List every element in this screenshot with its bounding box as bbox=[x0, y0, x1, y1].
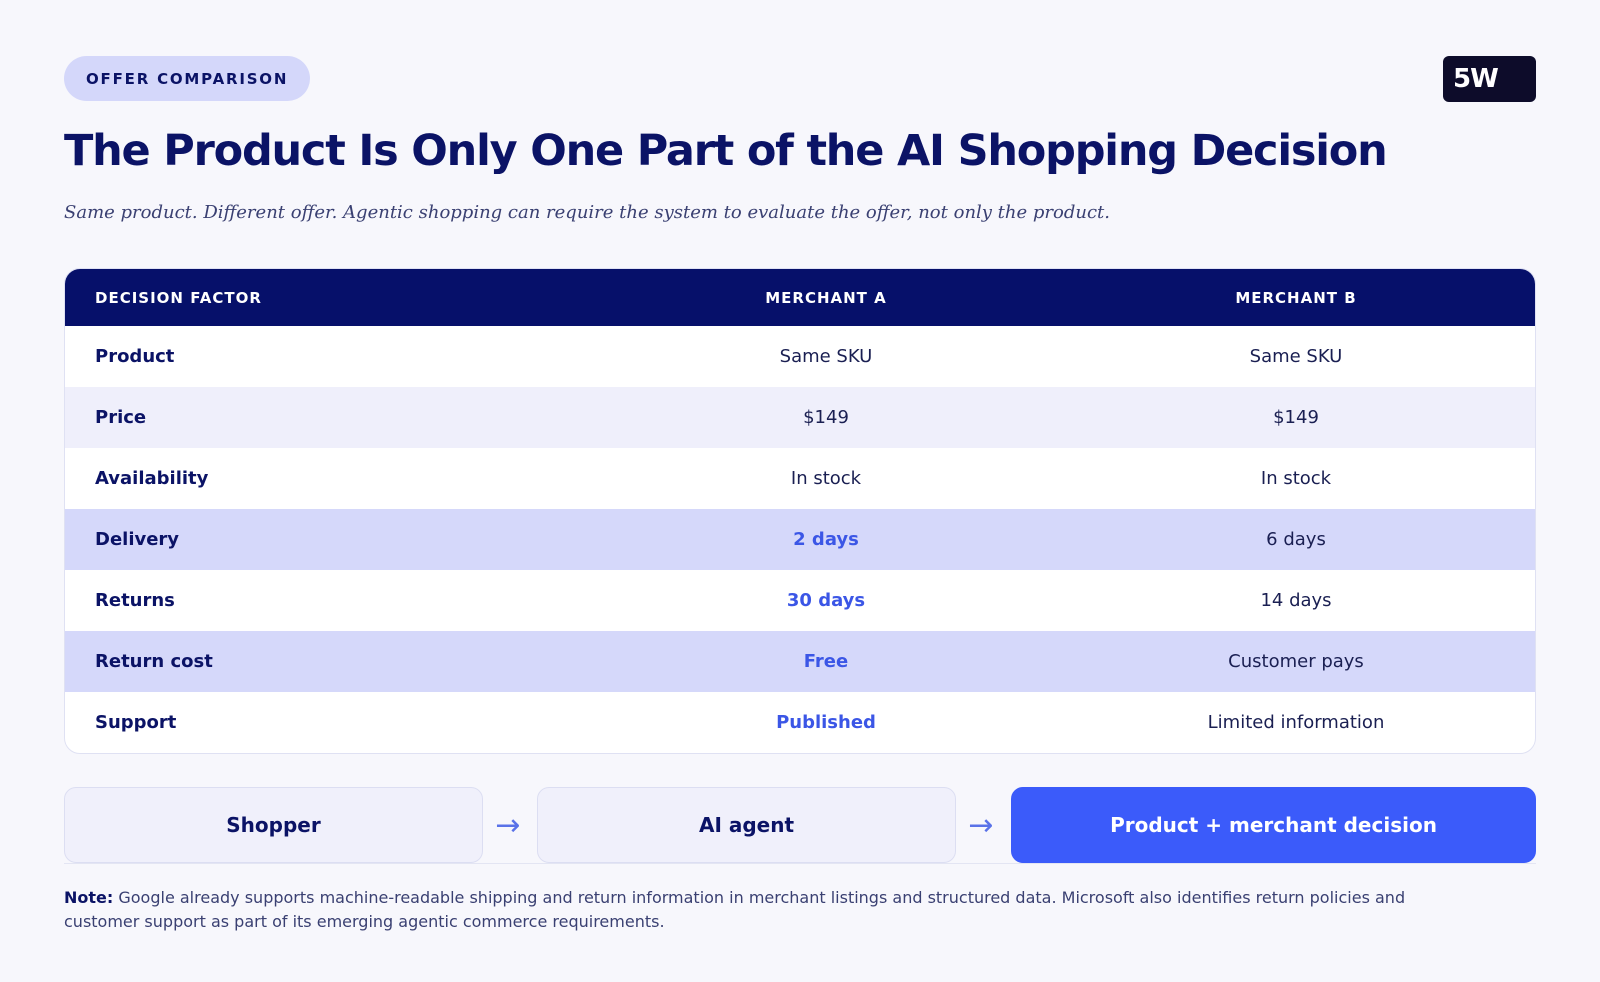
merchant-b-value: Same SKU bbox=[1249, 346, 1343, 367]
column-header-factor: DECISION FACTOR bbox=[95, 288, 262, 307]
column-header-merchant-a: MERCHANT A bbox=[765, 288, 887, 307]
merchant-a-value: 30 days bbox=[786, 590, 866, 611]
merchant-b-value: Customer pays bbox=[1228, 651, 1364, 672]
row-label: Support bbox=[95, 712, 177, 733]
table-row: Support Published Limited information bbox=[65, 692, 1535, 753]
merchant-a-value: $149 bbox=[803, 407, 849, 428]
footnote: Note: Google already supports machine-re… bbox=[64, 886, 1484, 934]
table-row: Returns 30 days 14 days bbox=[65, 570, 1535, 631]
flow-step-shopper: Shopper bbox=[64, 787, 483, 863]
note-text: Google already supports machine-readable… bbox=[64, 888, 1406, 931]
row-label: Price bbox=[95, 407, 147, 428]
row-label: Product bbox=[95, 346, 175, 367]
decision-flow: Shopper → AI agent → Product + merchant … bbox=[64, 787, 1536, 863]
merchant-b-value: 14 days bbox=[1260, 590, 1332, 611]
table-row: Availability In stock In stock bbox=[65, 448, 1535, 509]
page-title: The Product Is Only One Part of the AI S… bbox=[64, 126, 1388, 176]
column-header-merchant-b: MERCHANT B bbox=[1235, 288, 1357, 307]
slide: OFFER COMPARISON 5W The Product Is Only … bbox=[64, 0, 1536, 982]
merchant-b-value: $149 bbox=[1273, 407, 1319, 428]
flow-step-ai-agent: AI agent bbox=[537, 787, 956, 863]
merchant-a-value: Same SKU bbox=[779, 346, 873, 367]
table-row: Delivery 2 days 6 days bbox=[65, 509, 1535, 570]
arrow-right-icon: → bbox=[968, 807, 994, 843]
row-label: Delivery bbox=[95, 529, 180, 550]
table-row: Product Same SKU Same SKU bbox=[65, 326, 1535, 387]
row-label: Returns bbox=[95, 590, 175, 611]
page-subtitle: Same product. Different offer. Agentic s… bbox=[64, 202, 1110, 223]
table-header: DECISION FACTOR MERCHANT A MERCHANT B bbox=[65, 269, 1535, 326]
row-label: Return cost bbox=[95, 651, 213, 672]
flow-step-decision: Product + merchant decision bbox=[1011, 787, 1536, 863]
note-label: Note: bbox=[64, 888, 114, 907]
table-row: Price $149 $149 bbox=[65, 387, 1535, 448]
row-label: Availability bbox=[95, 468, 209, 489]
brand-logo: 5W bbox=[1443, 56, 1536, 102]
category-badge: OFFER COMPARISON bbox=[64, 56, 311, 101]
merchant-a-value: 2 days bbox=[793, 529, 859, 550]
merchant-a-value: Published bbox=[776, 712, 876, 733]
table-row: Return cost Free Customer pays bbox=[65, 631, 1535, 692]
merchant-a-value: In stock bbox=[790, 468, 862, 489]
arrow-right-icon: → bbox=[495, 807, 521, 843]
merchant-b-value: Limited information bbox=[1207, 712, 1385, 733]
divider bbox=[64, 863, 1536, 864]
merchant-b-value: In stock bbox=[1260, 468, 1332, 489]
comparison-table: DECISION FACTOR MERCHANT A MERCHANT B Pr… bbox=[64, 268, 1536, 754]
merchant-a-value: Free bbox=[803, 651, 849, 672]
merchant-b-value: 6 days bbox=[1266, 529, 1326, 550]
